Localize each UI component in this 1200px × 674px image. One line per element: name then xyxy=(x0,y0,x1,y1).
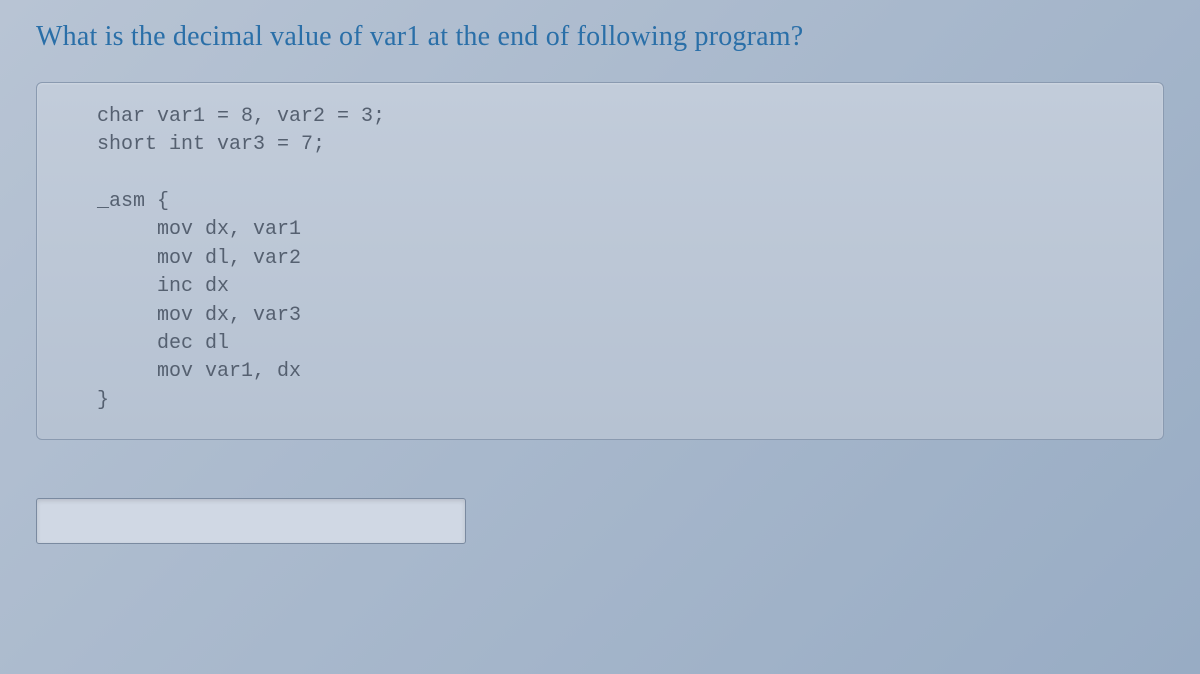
code-content: char var1 = 8, var2 = 3; short int var3 … xyxy=(97,103,1103,415)
code-block: char var1 = 8, var2 = 3; short int var3 … xyxy=(36,82,1164,440)
answer-input[interactable] xyxy=(36,498,466,544)
question-prompt: What is the decimal value of var1 at the… xyxy=(36,18,1164,56)
